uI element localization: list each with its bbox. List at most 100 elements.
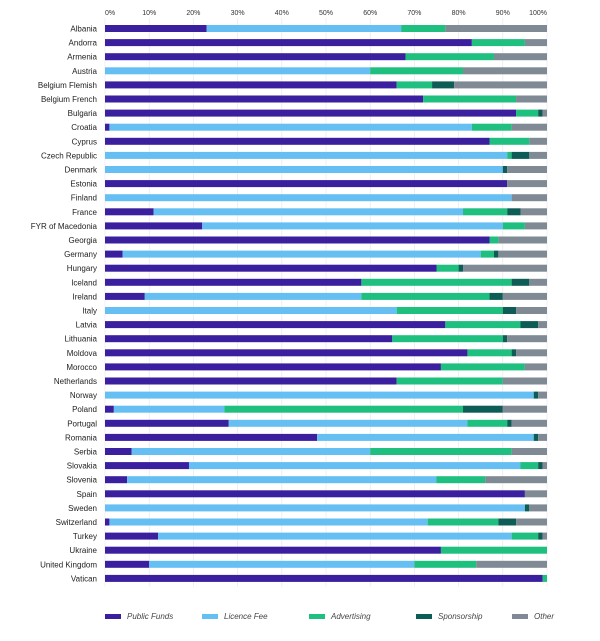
bar-segment-2 [105, 307, 397, 314]
legend-label: Licence Fee [224, 612, 268, 621]
bar-segment-3 [467, 419, 508, 427]
bar-segment-5 [529, 504, 547, 512]
bar-segment-1 [105, 377, 397, 385]
bar-segment-5 [502, 405, 547, 413]
bar-segment-2 [105, 166, 503, 173]
legend-swatch [416, 614, 432, 619]
bar-segment-3 [396, 377, 503, 385]
bar-segment-4 [511, 349, 517, 357]
legend-label: Public Funds [127, 612, 173, 621]
x-tick-label: 20% [186, 10, 200, 17]
bar-segment-1 [105, 433, 318, 441]
category-label: Lithuania [65, 335, 98, 344]
category-label: Belgium Flemish [38, 81, 97, 90]
bar-segment-1 [105, 81, 397, 89]
bar-segment-1 [105, 405, 114, 413]
bar-segment-4 [502, 166, 508, 173]
x-tick-label: 0% [105, 10, 115, 17]
category-label: Georgia [69, 236, 98, 245]
legend-item: Public Funds [105, 612, 173, 621]
bar-segment-2 [131, 448, 371, 455]
bar-segment-5 [542, 462, 547, 470]
bar-segment-1 [105, 574, 543, 582]
legend-swatch [105, 614, 121, 619]
bar-segment-2 [105, 67, 371, 75]
bar-segment-1 [105, 250, 123, 258]
bar-segment-5 [529, 151, 547, 159]
bar-segment-1 [105, 546, 441, 554]
bar-segment-1 [105, 321, 446, 329]
category-label: Denmark [65, 166, 98, 175]
bar-segment-4 [507, 208, 521, 216]
category-label: FYR of Macedonia [31, 222, 98, 231]
bar-segment-5 [502, 377, 547, 385]
bar-segment-3 [370, 67, 464, 75]
x-tick-label: 80% [452, 10, 466, 17]
bar-segment-5 [445, 25, 547, 32]
bar-segment-3 [480, 250, 494, 258]
bar-segment-2 [105, 151, 508, 159]
category-label: Latvia [76, 321, 98, 330]
category-label: Portugal [67, 419, 97, 428]
category-label: Turkey [73, 532, 97, 541]
bar-segment-5 [538, 433, 547, 441]
bar-segment-5 [538, 391, 547, 399]
bar-segment-5 [511, 419, 547, 427]
bar-segment-4 [533, 391, 539, 399]
legend: Public Funds Licence Fee Advertising Sponso… [105, 612, 554, 621]
bar-segment-4 [489, 292, 503, 300]
bar-segment-3 [467, 349, 512, 357]
bar-segment-4 [458, 264, 464, 272]
bar-segment-1 [105, 363, 441, 371]
bar-segment-1 [105, 462, 189, 470]
bar-segment-3 [414, 560, 477, 568]
bar-segment-3 [370, 448, 512, 455]
bar-segment-1 [105, 137, 490, 145]
bar-segment-4 [502, 335, 508, 343]
bar-segment-4 [463, 405, 503, 413]
bar-segment-1 [105, 208, 154, 216]
category-label: Netherlands [54, 377, 97, 386]
bar-segment-1 [105, 419, 229, 427]
category-label: Serbia [74, 448, 98, 457]
bar-segment-1 [105, 476, 128, 484]
category-label: Sweden [68, 504, 97, 513]
bar-segment-2 [202, 222, 503, 230]
bar-segment-2 [113, 405, 225, 413]
bar-segment-5 [524, 222, 547, 230]
bar-segment-2 [158, 532, 512, 540]
legend-item: Advertising [309, 612, 371, 621]
category-label: United Kingdom [40, 560, 97, 569]
bar-segment-5 [529, 137, 547, 145]
bar-segment-5 [516, 95, 547, 103]
legend-swatch [202, 614, 218, 619]
bar-segment-5 [507, 166, 547, 173]
bar-segment-2 [109, 123, 472, 131]
bar-segment-3 [224, 405, 464, 413]
legend-swatch [309, 614, 325, 619]
bar-segment-5 [493, 53, 547, 61]
bar-segment-5 [524, 363, 547, 371]
x-tick-label: 70% [407, 10, 421, 17]
category-label: Croatia [71, 123, 97, 132]
bar-segment-3 [361, 292, 490, 300]
bar-segment-5 [511, 123, 547, 131]
bar-segment-1 [105, 518, 110, 526]
bar-segment-2 [206, 25, 402, 32]
bar-segment-3 [542, 574, 547, 582]
category-label: Morocco [66, 363, 97, 372]
bar-segment-2 [122, 250, 481, 258]
bar-segment-5 [476, 560, 547, 568]
bar-segment-1 [105, 95, 424, 103]
bar-segment-1 [105, 532, 159, 540]
bar-segment-4 [524, 504, 530, 512]
bar-segment-4 [538, 109, 543, 117]
category-label: Austria [72, 67, 97, 76]
bar-segment-4 [538, 462, 543, 470]
x-tick-label: 50% [319, 10, 333, 17]
bar-segment-5 [516, 518, 547, 526]
grid-lines [104, 18, 548, 587]
bar-segment-3 [516, 109, 539, 117]
bar-segment-2 [188, 462, 521, 470]
